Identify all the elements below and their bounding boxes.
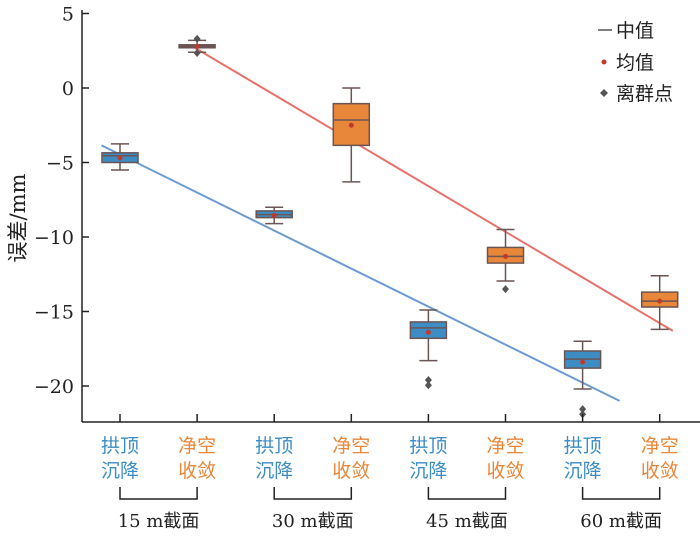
- x-tick-label-line1: 拱顶: [255, 435, 293, 457]
- group-bracket: [273, 487, 353, 500]
- group-bracket: [427, 487, 507, 500]
- outlier-marker: [424, 381, 432, 390]
- box-7: [563, 340, 602, 419]
- trend-line-convergence: [194, 46, 674, 332]
- x-tick-label-line1: 拱顶: [564, 435, 602, 457]
- group-bracket: [119, 487, 198, 500]
- x-tick-label-line2: 沉降: [564, 460, 602, 482]
- outlier-marker: [193, 34, 201, 43]
- x-tick-label-line2: 收敛: [486, 460, 524, 482]
- box-3: [255, 206, 293, 225]
- y-tick-label: −20: [34, 376, 74, 398]
- mean-dot: [271, 212, 277, 218]
- x-tick-label-line2: 收敛: [641, 460, 679, 482]
- mean-dot: [117, 155, 123, 161]
- group-label: 30 m截面: [272, 511, 354, 532]
- mean-dot: [348, 122, 354, 128]
- x-tick-label-line1: 拱顶: [409, 435, 447, 457]
- box-5: [409, 309, 448, 390]
- legend-outlier-icon: [600, 89, 608, 97]
- mean-dot: [194, 43, 200, 49]
- x-tick-label-line2: 沉降: [409, 460, 447, 482]
- y-tick-label: −10: [34, 227, 74, 249]
- box-4: [332, 87, 371, 183]
- y-tick-label: −15: [34, 302, 74, 324]
- mean-dot: [503, 253, 508, 259]
- legend-label-median: 中值: [616, 20, 654, 42]
- x-tick-label-line2: 沉降: [255, 460, 293, 482]
- legend-label-outlier: 离群点: [616, 83, 673, 105]
- mean-dot: [580, 359, 586, 365]
- group-label: 60 m截面: [580, 511, 662, 532]
- box-2: [178, 34, 216, 57]
- outlier-marker: [579, 405, 587, 414]
- group-label: 45 m截面: [426, 511, 508, 532]
- y-tick-label: 5: [62, 4, 74, 26]
- x-tick-label-line1: 净空: [178, 435, 216, 457]
- y-axis-label: 误差/mm: [6, 173, 30, 262]
- x-tick-label-line2: 收敛: [332, 460, 370, 482]
- box-8: [640, 274, 679, 331]
- mean-dot: [425, 329, 431, 335]
- box-6: [486, 228, 525, 294]
- x-tick-label-line2: 收敛: [178, 460, 216, 482]
- outlier-marker: [502, 285, 509, 294]
- group-bracket: [581, 487, 661, 500]
- trend-line-settlement: [101, 144, 621, 402]
- x-tick-label-line1: 净空: [332, 435, 370, 457]
- x-tick-label-line1: 净空: [641, 435, 679, 457]
- x-tick-label-line2: 沉降: [101, 460, 139, 482]
- mean-dot: [657, 298, 663, 304]
- outlier-marker: [193, 48, 201, 57]
- legend-label-mean: 均值: [616, 52, 654, 74]
- x-tick-label-line1: 拱顶: [101, 435, 139, 457]
- y-tick-label: 0: [62, 78, 74, 100]
- x-tick-label-line1: 净空: [486, 435, 524, 457]
- box-1: [101, 143, 139, 171]
- y-tick-label: −5: [46, 153, 74, 175]
- outlier-marker: [424, 376, 432, 385]
- legend-mean-icon: [601, 59, 607, 65]
- group-label: 15 m截面: [118, 511, 200, 532]
